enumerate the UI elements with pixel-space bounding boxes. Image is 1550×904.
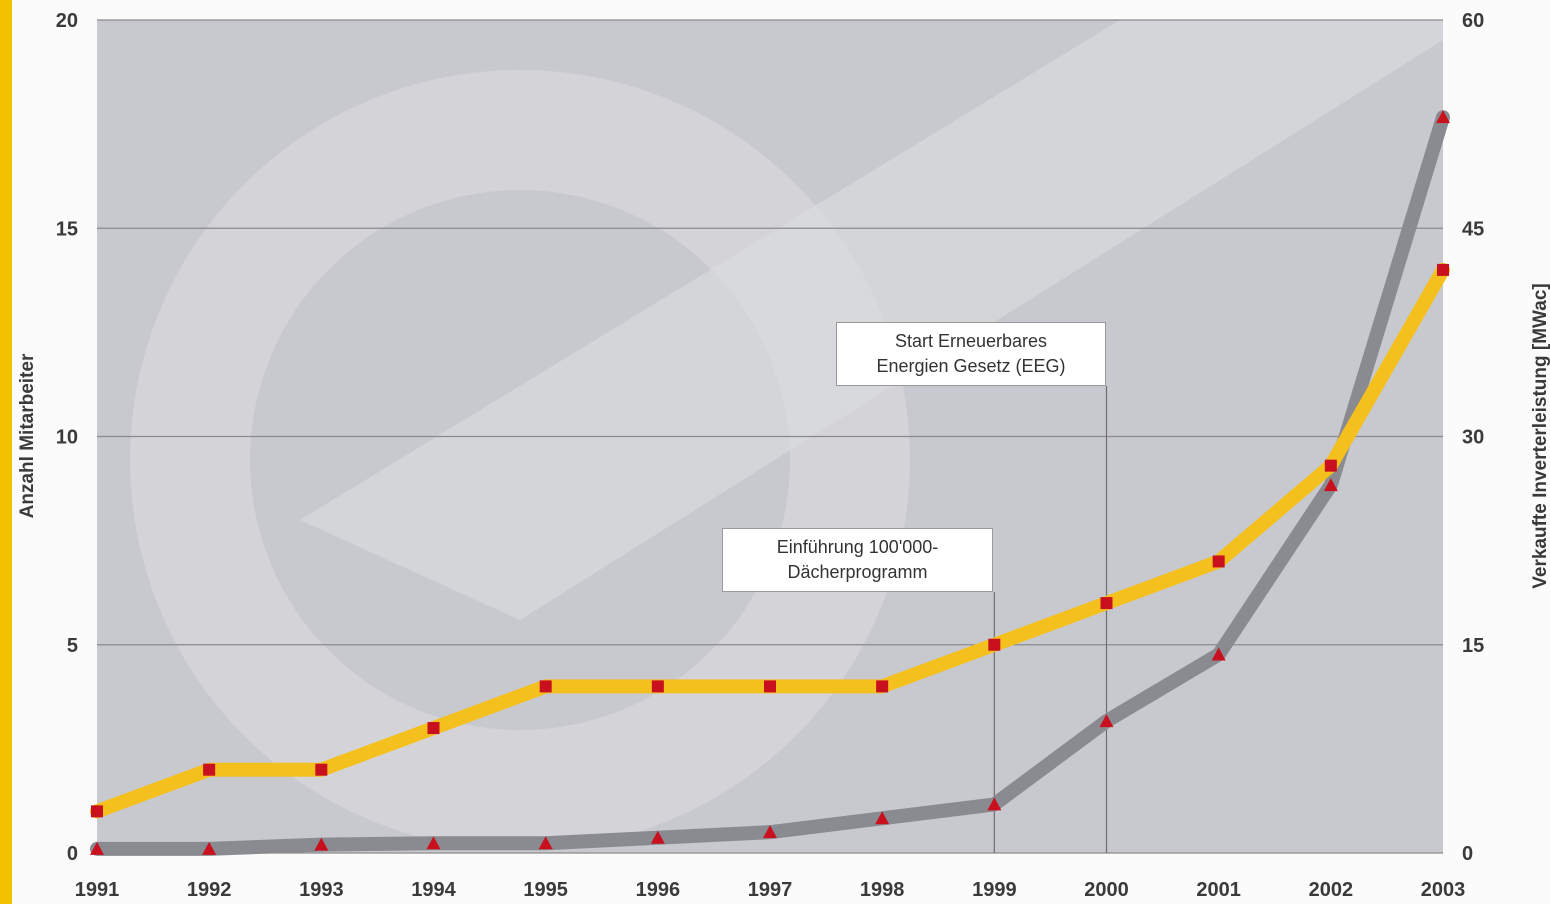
data-point-triangle: [987, 797, 1002, 811]
right-tick-label: 30: [1462, 427, 1484, 449]
data-point-square: [764, 680, 776, 693]
data-point-square: [315, 763, 328, 776]
x-tick-label: 2000: [1084, 879, 1129, 901]
x-tick-label: 1994: [411, 879, 456, 901]
right-tick-label: 45: [1462, 218, 1484, 240]
data-point-square: [539, 680, 552, 693]
x-axis-ticks: 1991 1992 1993 1994 1995 1996 1997 1998 1999 2000…: [75, 879, 1466, 901]
data-point-triangle: [1323, 478, 1338, 492]
data-point-triangle: [650, 830, 665, 844]
data-point-square: [1212, 555, 1225, 568]
data-point-square: [876, 680, 889, 693]
right-tick-label: 60: [1462, 10, 1484, 32]
annotation-roofs-line2: Dächerprogramm: [787, 562, 928, 582]
right-axis-ticks: 0 15 30 45 60: [1462, 10, 1484, 865]
annotation-eeg-line2: Energien Gesetz (EEG): [876, 356, 1066, 376]
left-tick-label: 15: [56, 218, 78, 240]
data-point-square: [427, 722, 440, 735]
right-tick-label: 0: [1462, 843, 1473, 865]
right-tick-label: 15: [1462, 635, 1484, 657]
data-point-square: [203, 763, 216, 776]
right-axis-title: Verkaufte Inverterleistung [MWac]: [1530, 283, 1550, 588]
x-tick-label: 1998: [860, 879, 905, 901]
background-watermark: [130, 20, 1443, 850]
annotation-eeg-line1: Start Erneuerbares: [894, 331, 1048, 351]
x-tick-label: 2003: [1421, 879, 1466, 901]
data-point-triangle: [875, 811, 890, 825]
x-tick-label: 1993: [299, 879, 344, 901]
left-tick-label: 0: [67, 843, 78, 865]
x-tick-label: 1991: [75, 879, 120, 901]
data-point-triangle: [538, 836, 553, 850]
x-tick-label: 1995: [523, 879, 568, 901]
data-point-square: [1324, 459, 1337, 472]
data-point-triangle: [1211, 647, 1226, 661]
x-tick-label: 2002: [1309, 879, 1354, 901]
left-tick-label: 20: [56, 10, 78, 32]
left-axis-ticks: 0 5 10 15 20: [56, 10, 78, 865]
data-point-triangle: [202, 841, 217, 855]
data-point-triangle: [314, 837, 329, 851]
data-point-triangle: [1099, 714, 1114, 728]
data-point-square: [651, 680, 664, 693]
series-layer: [90, 110, 1450, 856]
x-tick-label: 1997: [748, 879, 793, 901]
left-tick-label: 5: [67, 635, 78, 657]
x-tick-label: 2001: [1196, 879, 1241, 901]
annotation-100000-roofs: Einführung 100'000- Dächerprogramm: [722, 528, 993, 592]
data-point-triangle: [1436, 110, 1450, 124]
x-tick-label: 1999: [972, 879, 1017, 901]
annotation-roofs-line1: Einführung 100'000-: [776, 537, 939, 557]
data-point-square: [1437, 263, 1449, 276]
data-point-triangle: [90, 841, 104, 855]
left-tick-label: 10: [56, 427, 78, 449]
data-point-square: [91, 805, 103, 818]
annotation-eeg: Start Erneuerbares Energien Gesetz (EEG): [836, 322, 1106, 386]
data-point-triangle: [426, 836, 441, 850]
x-tick-label: 1992: [187, 879, 232, 901]
yellow-edge-strip: [0, 0, 12, 904]
left-axis-title: Anzahl Mitarbeiter: [17, 353, 38, 518]
x-tick-label: 1996: [636, 879, 681, 901]
data-point-square: [988, 638, 1001, 651]
data-point-square: [1100, 597, 1113, 610]
data-point-triangle: [763, 825, 777, 839]
